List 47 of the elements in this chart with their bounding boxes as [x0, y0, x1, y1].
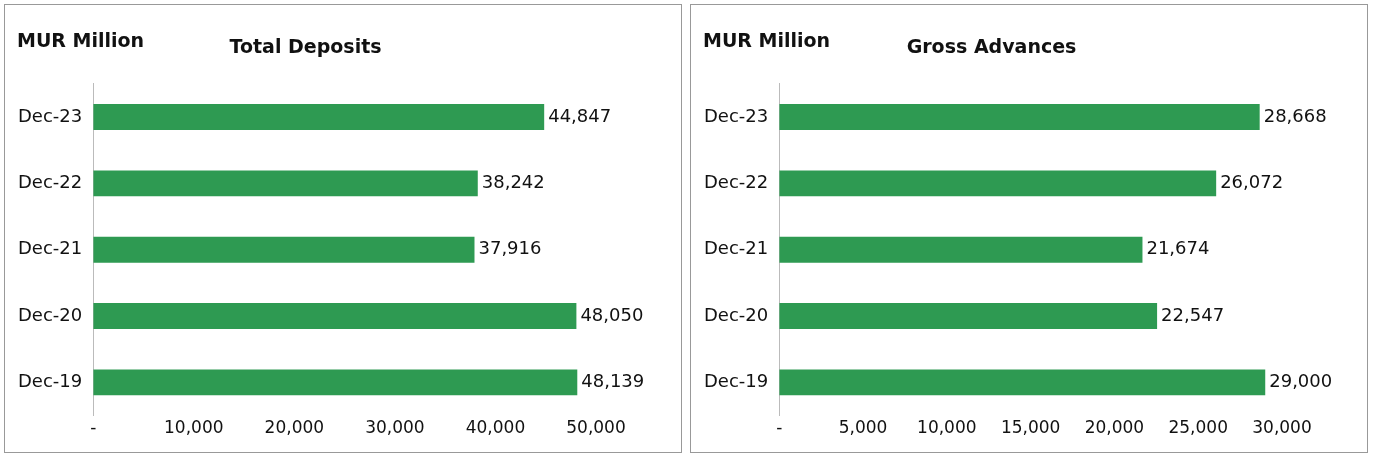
chart-title: Gross Advances [906, 35, 1077, 58]
text: MUR Million [703, 29, 831, 52]
bar [93, 303, 577, 329]
bar [93, 104, 545, 130]
x-tick-label: 10,000 [164, 417, 224, 438]
x-tick-label: 10,000 [917, 417, 977, 438]
x-tick-label: - [90, 417, 97, 438]
x-tick-label: 40,000 [465, 417, 526, 438]
data-label: 28,668 [1263, 104, 1327, 126]
y-tick-label: Dec-19 [704, 370, 769, 392]
y-tick-label: Dec-20 [18, 303, 83, 325]
bar [779, 104, 1260, 130]
x-tick-label: 5,000 [838, 417, 888, 438]
chart-title: Total Deposits [229, 35, 382, 58]
data-label: 48,139 [581, 370, 645, 392]
y-tick-label: Dec-21 [704, 237, 769, 259]
data-label: 38,242 [481, 171, 545, 193]
text: MUR Million [17, 29, 145, 52]
x-tick-label: 20,000 [1084, 417, 1145, 438]
x-tick-label: 30,000 [365, 417, 425, 438]
y-tick-label: Dec-19 [18, 370, 83, 392]
data-label: 26,072 [1220, 171, 1284, 193]
bar [93, 170, 478, 197]
data-label: 37,916 [478, 237, 542, 259]
y-tick-label: Dec-22 [704, 171, 769, 193]
data-label: 44,847 [548, 104, 612, 126]
data-label: 48,050 [580, 303, 644, 325]
x-tick-label: 15,000 [1000, 417, 1061, 438]
bar [779, 170, 1217, 197]
y-tick-label: Dec-21 [18, 237, 83, 259]
y-tick-label: Dec-20 [704, 303, 769, 325]
y-tick-label: Dec-23 [18, 104, 83, 126]
bar [93, 369, 578, 396]
bar [93, 236, 475, 263]
x-tick-label: - [776, 417, 783, 438]
x-tick-label: 25,000 [1168, 417, 1228, 438]
bar [779, 236, 1143, 263]
bar [779, 303, 1158, 329]
y-tick-label: Dec-23 [704, 104, 769, 126]
x-tick-label: 50,000 [566, 417, 626, 438]
data-label: 21,674 [1146, 237, 1210, 259]
data-label: 29,000 [1269, 370, 1333, 392]
y-tick-label: Dec-22 [18, 171, 83, 193]
x-tick-label: 30,000 [1252, 417, 1312, 438]
bar [779, 369, 1266, 396]
x-tick-label: 20,000 [264, 417, 325, 438]
data-label: 22,547 [1161, 303, 1225, 325]
